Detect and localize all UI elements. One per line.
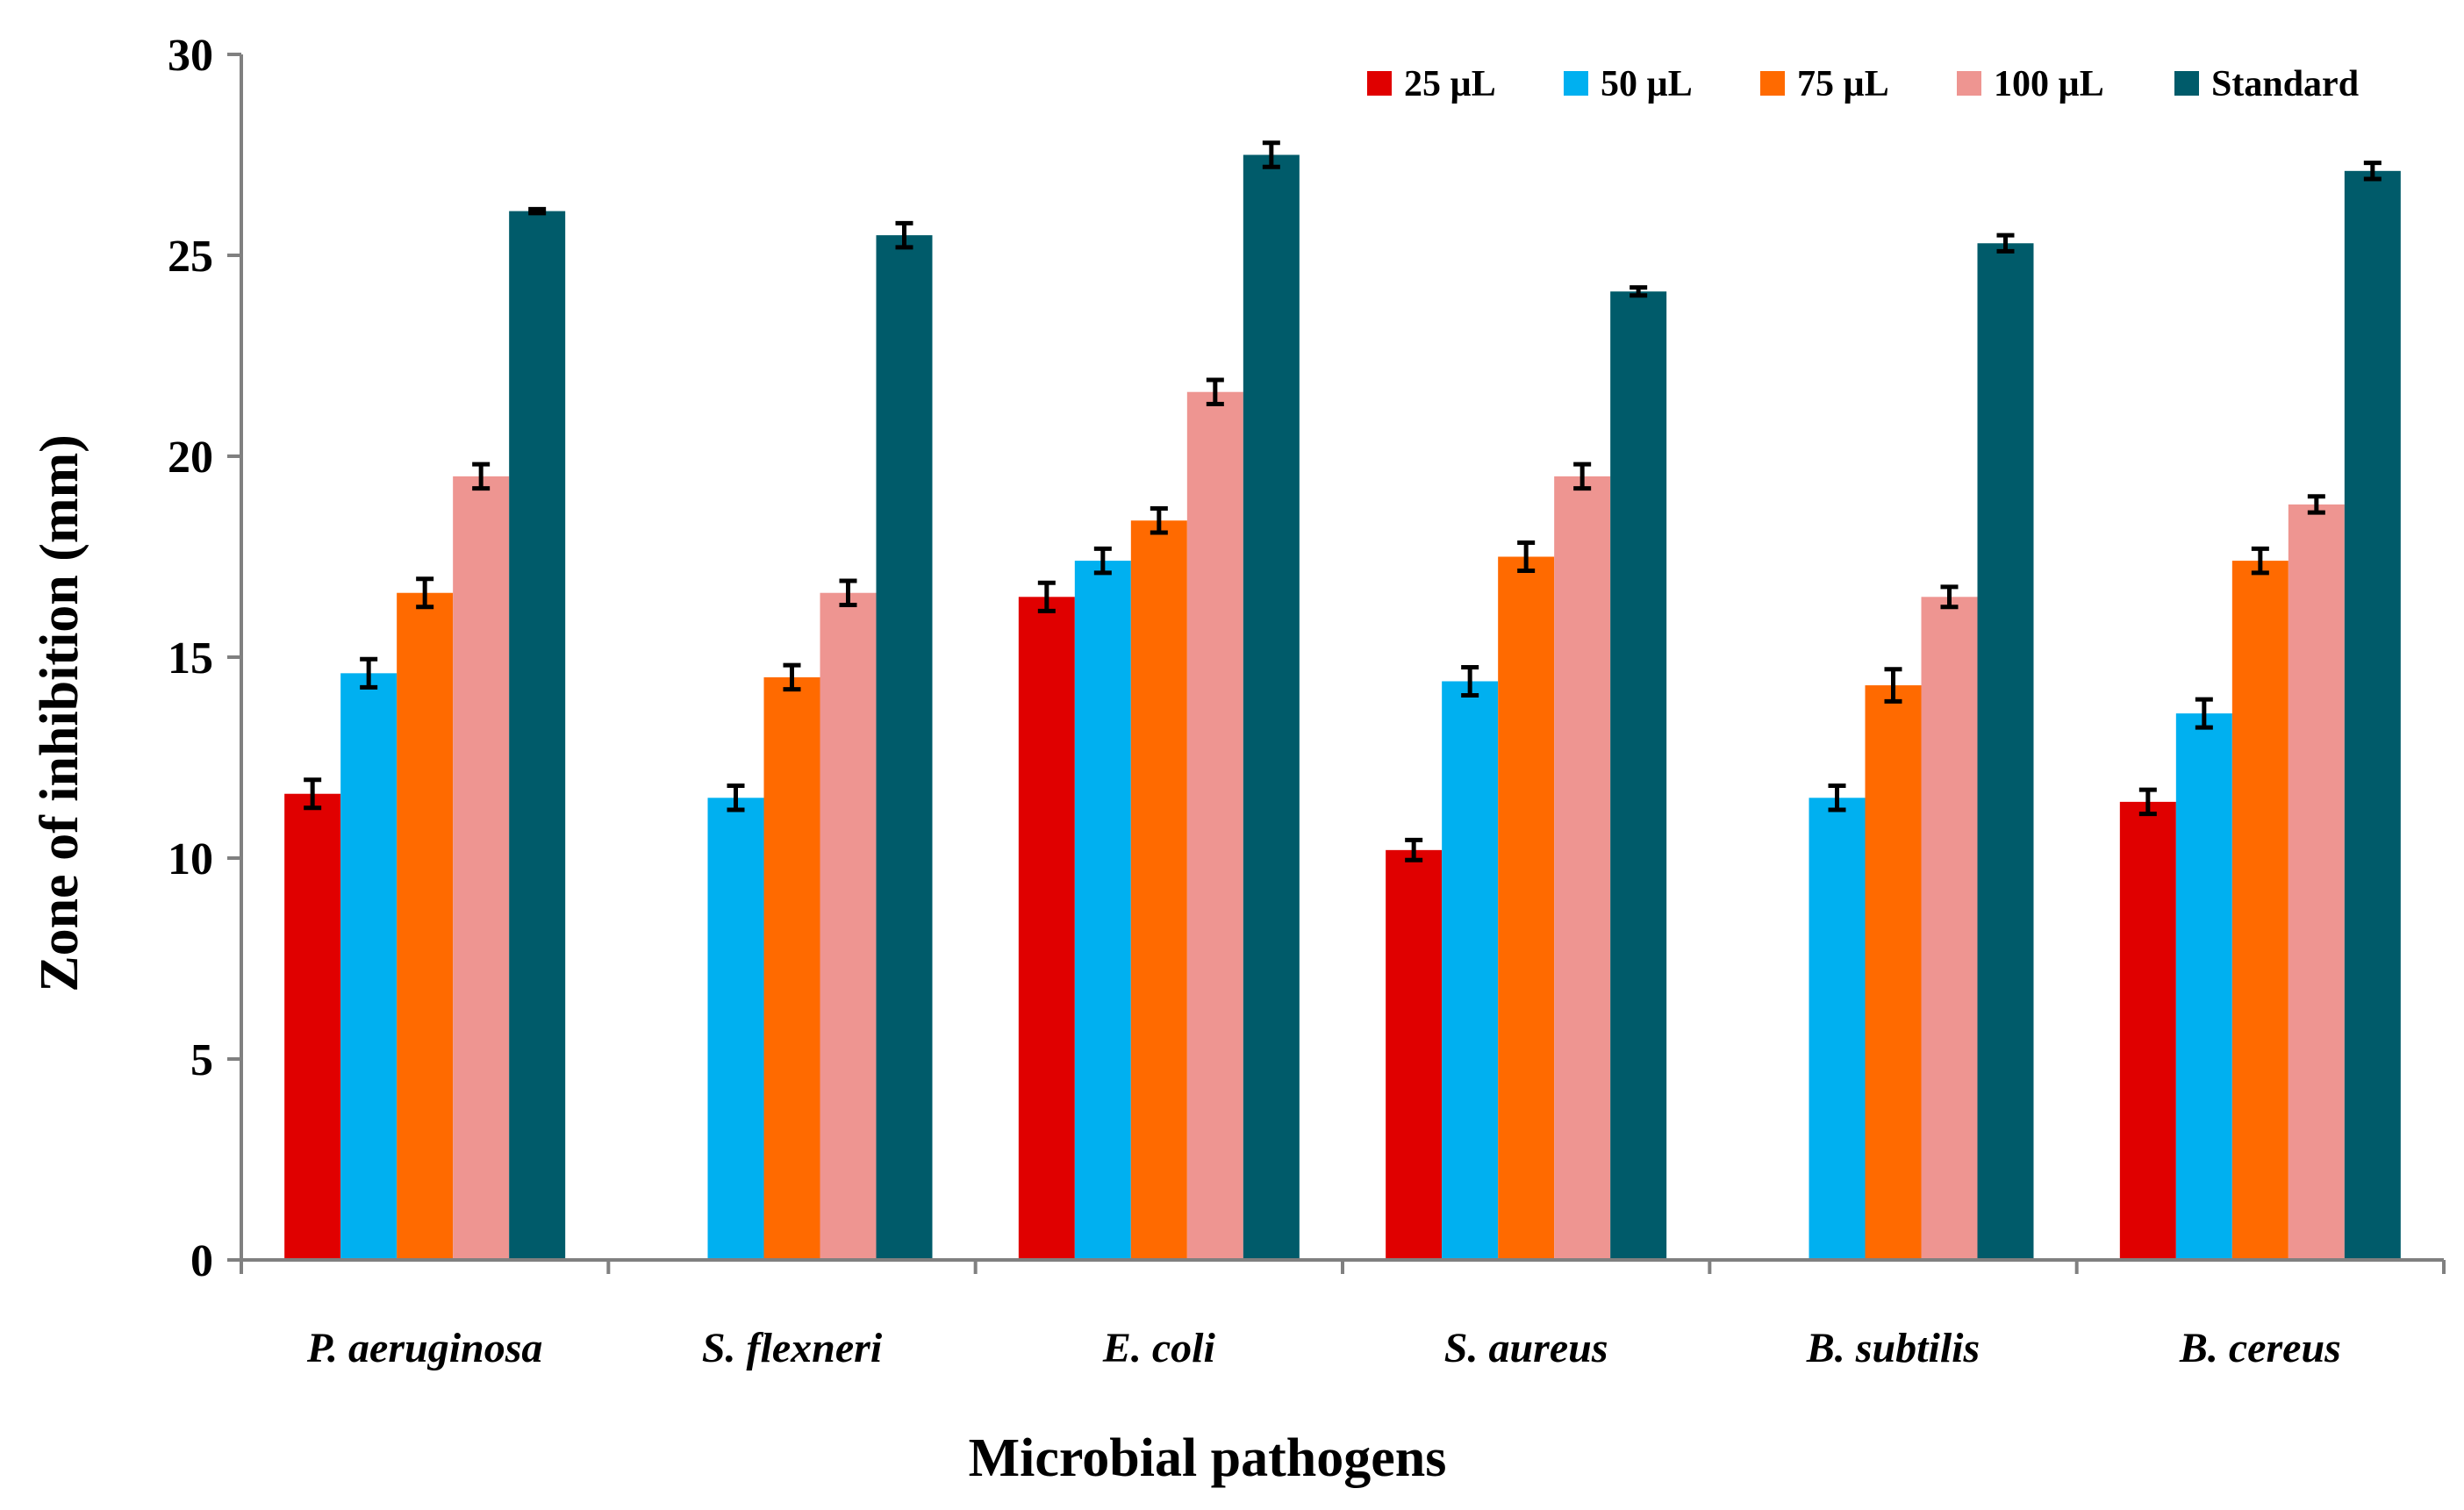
y-tick-label: 10 [168, 834, 213, 884]
error-bar-standard-e-coli [1262, 140, 1280, 169]
error-bar-standard-b-subtilis [1996, 233, 2015, 254]
bar-standard-s-flexneri [876, 235, 933, 1261]
bar-standard-b-cereus [2344, 170, 2401, 1260]
legend-label: 50 µL [1601, 64, 1693, 104]
bar-standard-p-aeruginosa [509, 211, 566, 1260]
y-tick-label: 30 [168, 31, 213, 81]
legend-swatch [1367, 71, 1392, 96]
legend-item-25-ul: 25 µL [1367, 64, 1496, 104]
error-bar-50-ul-s-aureus [1461, 664, 1479, 698]
bar-75-ul-p-aeruginosa [397, 592, 454, 1260]
bar-75-ul-s-aureus [1498, 556, 1555, 1260]
x-tick-label: E. coli [1102, 1325, 1216, 1371]
error-bar-75-ul-s-flexneri [783, 662, 801, 692]
error-bar-75-ul-b-subtilis [1884, 667, 1902, 704]
error-bar-75-ul-e-coli [1150, 506, 1168, 535]
error-bars-layer [304, 140, 2382, 862]
legend-item-standard: Standard [2174, 64, 2359, 104]
legend-label: 25 µL [1404, 64, 1496, 104]
bar-75-ul-b-cereus [2231, 561, 2289, 1260]
error-bar-100-ul-b-subtilis [1940, 584, 1959, 610]
x-tick-label: B. cereus [2179, 1325, 2341, 1371]
bar-75-ul-b-subtilis [1865, 685, 1922, 1260]
bar-100-ul-e-coli [1186, 391, 1243, 1261]
x-tick-label: P. aeruginosa [306, 1325, 543, 1371]
legend-item-100-ul: 100 µL [1957, 64, 2104, 104]
error-bar-50-ul-p-aeruginosa [360, 656, 378, 690]
bar-100-ul-b-cereus [2288, 504, 2345, 1260]
error-bar-100-ul-p-aeruginosa [472, 462, 491, 491]
bar-75-ul-e-coli [1130, 520, 1187, 1260]
legend-label: Standard [2211, 64, 2359, 104]
bar-standard-b-subtilis [1977, 243, 2034, 1260]
bar-50-ul-b-subtilis [1809, 798, 1866, 1260]
bar-standard-e-coli [1243, 154, 1300, 1260]
legend-item-50-ul: 50 µL [1564, 64, 1693, 104]
bar-50-ul-s-flexneri [707, 798, 764, 1260]
legend-swatch [1564, 71, 1588, 96]
error-bar-50-ul-b-cereus [2195, 697, 2213, 730]
y-tick-label: 5 [190, 1035, 213, 1085]
legend: 25 µL 50 µL 75 µL 100 µL Standard [1367, 64, 2359, 104]
x-tick-label: B. subtilis [1806, 1325, 1980, 1371]
error-bar-100-ul-s-flexneri [839, 578, 857, 607]
x-categories: P. aeruginosa S. flexneri E. coli S. aureus… [240, 1260, 2446, 1371]
legend-swatch [2174, 71, 2199, 96]
error-bar-25-ul-e-coli [1037, 580, 1056, 613]
legend-label: 75 µL [1797, 64, 1889, 104]
error-bar-100-ul-s-aureus [1573, 462, 1592, 491]
error-bar-50-ul-s-flexneri [727, 784, 745, 812]
bar-25-ul-b-cereus [2119, 801, 2176, 1260]
legend-item-75-ul: 75 µL [1760, 64, 1889, 104]
bar-75-ul-s-flexneri [763, 676, 820, 1260]
bar-100-ul-p-aeruginosa [453, 476, 510, 1260]
legend-swatch [1760, 71, 1785, 96]
x-tick-label: S. aureus [1444, 1325, 1608, 1371]
error-bar-100-ul-b-cereus [2307, 494, 2325, 515]
bars-layer [284, 154, 2401, 1261]
y-axis-title: Zone of inhibition (mm) [30, 434, 90, 992]
y-ticks: 0 5 10 15 20 25 30 [168, 31, 241, 1286]
bar-100-ul-b-subtilis [1921, 597, 1978, 1260]
y-tick-label: 15 [168, 633, 213, 683]
bar-50-ul-b-cereus [2175, 713, 2232, 1260]
bar-50-ul-p-aeruginosa [340, 673, 398, 1260]
bar-100-ul-s-aureus [1554, 476, 1611, 1260]
error-bar-50-ul-b-subtilis [1828, 784, 1846, 812]
y-tick-label: 25 [168, 232, 213, 282]
error-bar-standard-s-aureus [1630, 285, 1648, 298]
y-tick-label: 20 [168, 433, 213, 483]
x-axis-title: Microbial pathogens [969, 1428, 1447, 1488]
bar-standard-s-aureus [1610, 291, 1667, 1261]
error-bar-25-ul-b-cereus [2138, 787, 2157, 817]
error-bar-standard-p-aeruginosa [528, 206, 547, 216]
bar-100-ul-s-flexneri [820, 592, 877, 1260]
bar-50-ul-e-coli [1074, 561, 1131, 1260]
axes-layer [240, 54, 2444, 1262]
bar-25-ul-p-aeruginosa [284, 793, 341, 1260]
x-tick-label: S. flexneri [702, 1325, 883, 1371]
error-bar-25-ul-p-aeruginosa [304, 777, 322, 811]
error-bar-standard-s-flexneri [895, 220, 913, 250]
legend-swatch [1957, 71, 1981, 96]
error-bar-50-ul-e-coli [1093, 546, 1112, 576]
bar-50-ul-s-aureus [1442, 681, 1499, 1260]
y-tick-label: 0 [190, 1236, 213, 1286]
error-bar-standard-b-cereus [2363, 161, 2382, 182]
error-bar-75-ul-p-aeruginosa [416, 576, 434, 610]
error-bar-75-ul-s-aureus [1517, 540, 1536, 574]
error-bar-100-ul-e-coli [1206, 377, 1224, 406]
bar-25-ul-e-coli [1018, 597, 1075, 1260]
error-bar-75-ul-b-cereus [2251, 546, 2269, 576]
error-bar-25-ul-s-aureus [1405, 837, 1423, 862]
legend-label: 100 µL [1994, 64, 2104, 104]
bar-25-ul-s-aureus [1386, 849, 1443, 1260]
